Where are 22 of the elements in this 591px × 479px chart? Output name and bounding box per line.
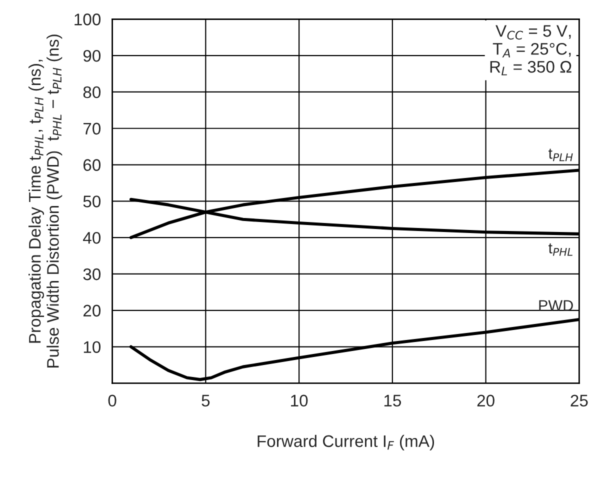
y-tick-label: 50 [83, 196, 101, 208]
y-tick-label: 60 [83, 159, 101, 171]
text: V$_{CC}$ = 5 V, T$_{A}$ = 25°C, R$_{L}$ = 350 Ω [490, 25, 572, 76]
series-label: t$_{PLH}$ [548, 148, 573, 162]
y-tick-label: 80 [83, 86, 101, 98]
x-tick-label: 5 [202, 394, 210, 407]
text: Propagation Delay Time t$_{PHL}$, t$_{PLH}$ (ns), Pulse Width Distortion (PWD) t$_{PHL}$ − t$_{PLH}$ (ns) [28, 34, 62, 368]
x-tick-label: 20 [477, 394, 494, 407]
x-tick-label: 10 [291, 394, 308, 407]
y-tick-label: 40 [83, 232, 101, 244]
y-tick-label: 20 [83, 304, 101, 317]
x-tick-label: 15 [384, 394, 401, 407]
y-tick-label: 90 [83, 50, 101, 62]
y-tick-label: 100 [74, 14, 101, 26]
y-tick-label: 30 [83, 268, 101, 280]
y-tick-label: 10 [84, 341, 101, 353]
x-tick-label: 0 [108, 394, 116, 407]
series-label: PWD [539, 300, 573, 311]
y-tick-label: 70 [83, 122, 101, 135]
x-axis-title: Forward Current I$_{F}$ (mA) [258, 434, 434, 450]
series-label: t$_{PHL}$ [548, 243, 572, 256]
x-tick-label: 25 [570, 394, 588, 407]
